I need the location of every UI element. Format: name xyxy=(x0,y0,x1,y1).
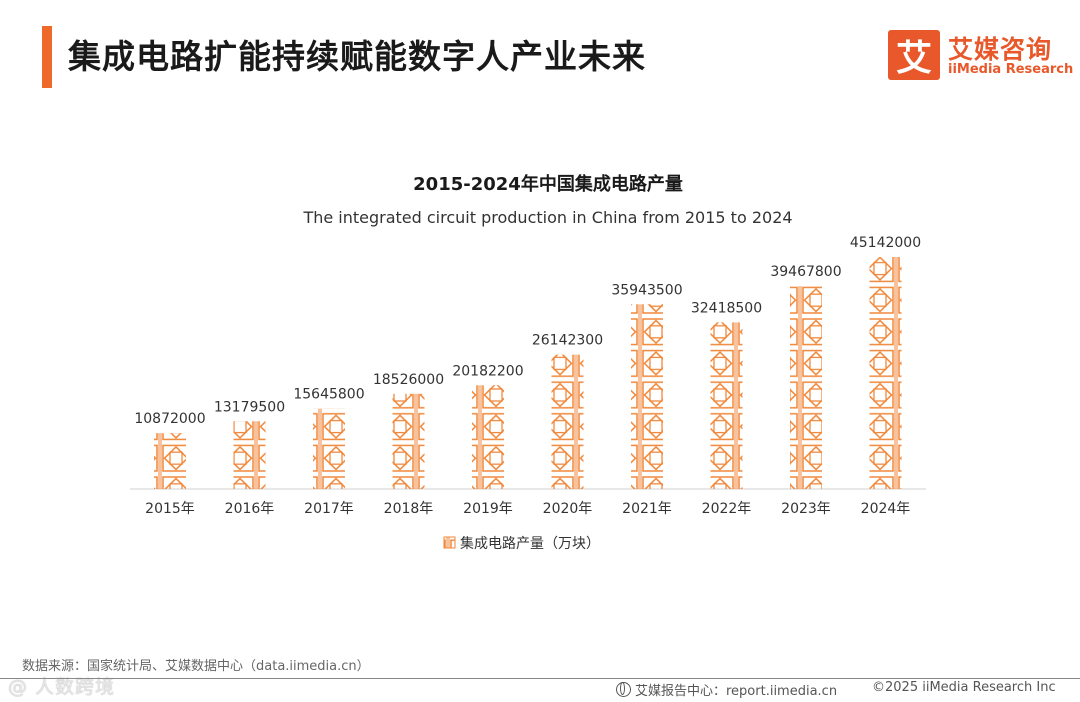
legend: 集成电路产量（万块） xyxy=(443,535,600,552)
bar-2021年 xyxy=(631,304,663,489)
footer-divider xyxy=(0,678,1080,679)
iimedia-logo: 艾 艾媒咨询 iiMedia Research xyxy=(888,30,1073,82)
logo-cn-text: 艾媒咨询 xyxy=(948,35,1053,64)
x-tick-label: 2018年 xyxy=(384,501,434,517)
chart-title: 2015-2024年中国集成电路产量 xyxy=(413,173,683,195)
data-label: 15645800 xyxy=(293,387,364,403)
bar-2016年 xyxy=(233,421,266,489)
data-label: 20182200 xyxy=(452,363,523,379)
data-label: 39467800 xyxy=(770,264,841,280)
bar-2015年 xyxy=(154,433,186,489)
data-label: 13179500 xyxy=(214,399,285,415)
bar-2020年 xyxy=(551,354,584,489)
bar-2023年 xyxy=(790,286,822,489)
data-source: 数据来源：国家统计局、艾媒数据中心（data.iimedia.cn） xyxy=(22,659,370,674)
legend-swatch xyxy=(443,536,456,549)
x-tick-label: 2023年 xyxy=(781,501,831,517)
bar-2019年 xyxy=(472,385,504,489)
data-label: 45142000 xyxy=(850,235,921,251)
logo-mark-icon: 艾 xyxy=(888,30,940,80)
data-label: 32418500 xyxy=(691,300,762,316)
data-label: 18526000 xyxy=(373,372,444,388)
x-tick-label: 2017年 xyxy=(304,501,354,517)
bar-chart: 2015-2024年中国集成电路产量 The integrated circui… xyxy=(130,173,926,552)
bar-2018年 xyxy=(392,393,425,489)
x-tick-label: 2020年 xyxy=(543,501,593,517)
data-label: 26142300 xyxy=(532,333,603,349)
logo-en-text: iiMedia Research xyxy=(948,62,1074,77)
legend-label: 集成电路产量（万块） xyxy=(460,535,600,552)
bars-group: 10872000 2015年 13179500 2016年 15645800 2017年 1… xyxy=(134,235,921,517)
bar-2022年 xyxy=(710,322,743,489)
bar-2017年 xyxy=(313,408,345,489)
data-label: 35943500 xyxy=(611,282,682,298)
x-tick-label: 2015年 xyxy=(145,501,195,517)
copyright: ©2025 iiMedia Research Inc xyxy=(872,680,1056,695)
data-label: 10872000 xyxy=(134,411,205,427)
x-tick-label: 2021年 xyxy=(622,501,672,517)
report-site-text: 艾媒报告中心：report.iimedia.cn xyxy=(635,684,838,699)
x-tick-label: 2022年 xyxy=(702,501,752,517)
bar-2024年 xyxy=(869,257,902,489)
footer-report-center: 艾媒报告中心：report.iimedia.cn xyxy=(616,680,837,699)
x-tick-label: 2024年 xyxy=(861,501,911,517)
x-tick-label: 2016年 xyxy=(225,501,275,517)
page-title: 集成电路扩能持续赋能数字人产业未来 xyxy=(68,37,646,76)
chart-subtitle: The integrated circuit production in Chi… xyxy=(302,208,792,227)
globe-icon xyxy=(616,682,631,697)
watermark: @ 人数跨境 xyxy=(8,676,116,698)
title-accent-bar xyxy=(42,26,52,88)
x-tick-label: 2019年 xyxy=(463,501,513,517)
